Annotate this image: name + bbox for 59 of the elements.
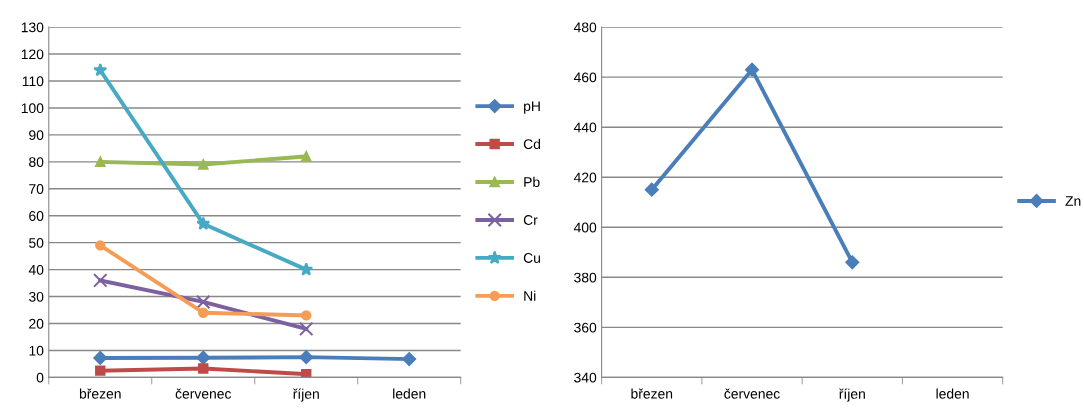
y-tick-label: 0 xyxy=(36,372,44,383)
point xyxy=(92,273,108,288)
legend-label: Pb xyxy=(524,176,540,187)
y-tick-label: 480 xyxy=(573,22,597,33)
point xyxy=(299,262,314,276)
point xyxy=(196,350,211,365)
point xyxy=(198,307,209,318)
legend-label: Cu xyxy=(523,253,540,263)
point xyxy=(196,216,211,230)
x-tick-label: leden xyxy=(936,388,969,399)
point xyxy=(745,62,759,77)
y-tick-label: 380 xyxy=(574,272,597,283)
y-tick-label: 60 xyxy=(29,211,44,221)
point xyxy=(198,363,209,374)
point xyxy=(298,321,314,337)
point xyxy=(644,182,659,197)
y-tick-label: 100 xyxy=(21,103,44,114)
legend-label: Cd xyxy=(523,138,541,150)
y-tick-label: 440 xyxy=(573,122,597,133)
x-tick-label: březen xyxy=(79,388,121,399)
legend-label: Cr xyxy=(523,215,538,225)
y-tick-label: 80 xyxy=(29,157,44,167)
y-tick-label: 10 xyxy=(29,345,44,356)
y-tick-label: 40 xyxy=(28,264,44,275)
y-tick-label: 90 xyxy=(29,130,44,141)
point xyxy=(301,151,312,162)
point xyxy=(402,352,417,366)
point xyxy=(93,62,108,77)
x-tick-label: červenec xyxy=(175,388,232,399)
y-tick-label: 70 xyxy=(29,184,44,194)
point xyxy=(93,351,108,365)
point xyxy=(95,156,106,168)
y-tick-label: 400 xyxy=(573,222,597,233)
point xyxy=(198,159,209,170)
x-tick-label: říjen xyxy=(293,388,319,402)
y-tick-label: 30 xyxy=(29,291,44,302)
y-tick-label: 420 xyxy=(573,172,597,183)
legend-label: Zn xyxy=(1065,196,1081,206)
point xyxy=(301,310,312,321)
y-tick-label: 130 xyxy=(21,22,44,33)
point xyxy=(845,255,860,270)
point xyxy=(299,350,314,365)
x-tick-label: červenec xyxy=(724,388,780,399)
x-tick-label: říjen xyxy=(839,388,865,402)
point xyxy=(195,294,211,310)
legend-label: Ni xyxy=(524,290,536,301)
point xyxy=(95,365,106,376)
x-tick-label: leden xyxy=(393,388,426,399)
x-tick-label: březen xyxy=(631,388,673,399)
y-tick-label: 110 xyxy=(22,76,44,87)
point xyxy=(95,240,106,251)
legend-label: pH xyxy=(524,101,540,114)
y-tick-label: 360 xyxy=(574,322,597,333)
y-tick-label: 20 xyxy=(29,318,44,329)
y-tick-label: 340 xyxy=(574,372,597,383)
point xyxy=(301,368,312,378)
y-tick-label: 50 xyxy=(29,238,44,248)
y-tick-label: 120 xyxy=(21,49,44,60)
y-tick-label: 460 xyxy=(573,72,597,83)
